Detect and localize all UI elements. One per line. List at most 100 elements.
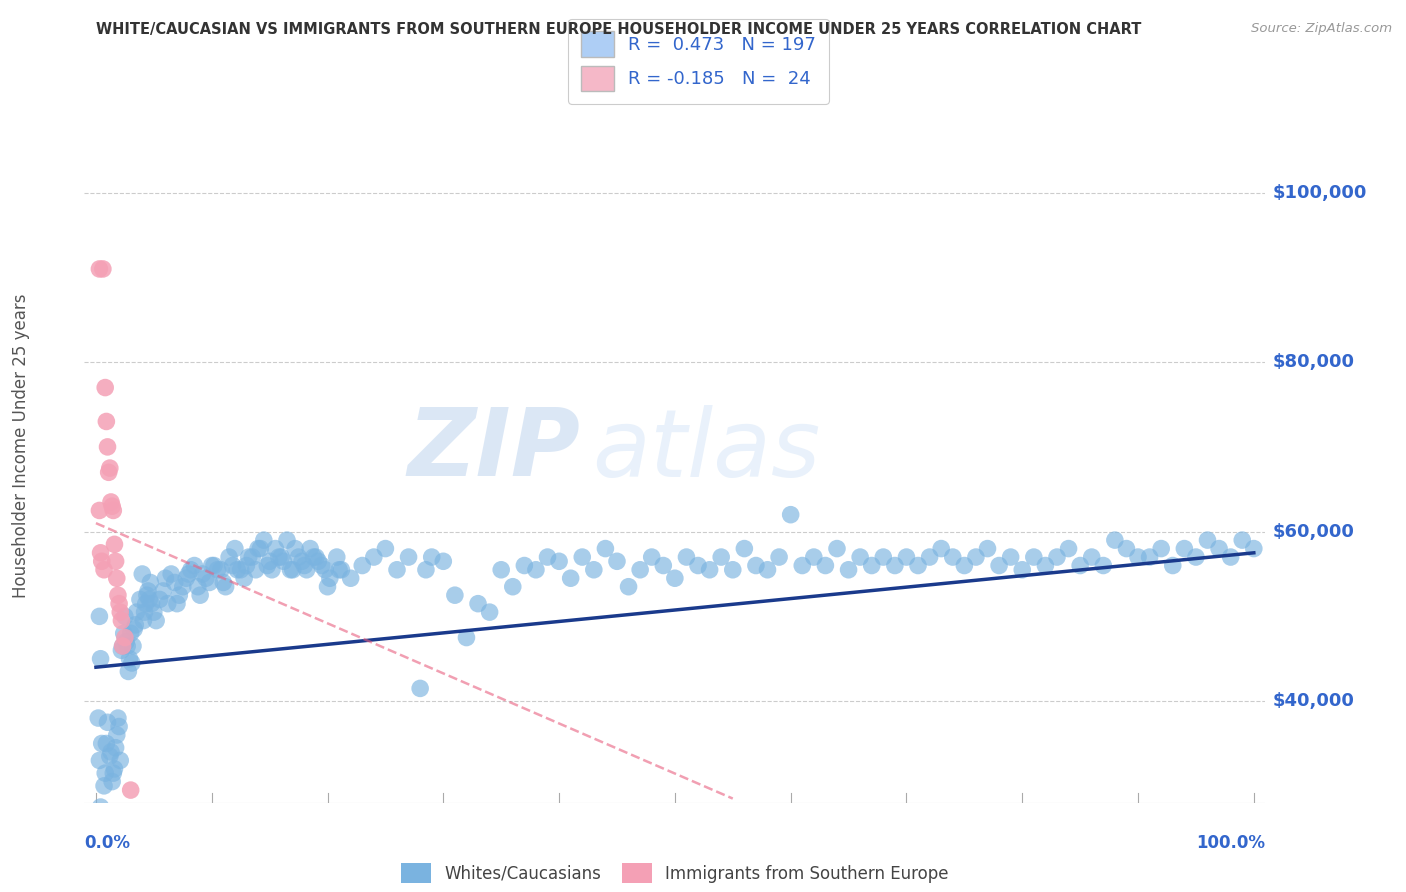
Point — [122, 639, 145, 653]
Point — [233, 571, 256, 585]
Point — [214, 580, 236, 594]
Point — [273, 554, 295, 568]
Point — [187, 580, 209, 594]
Point — [1139, 549, 1161, 565]
Point — [270, 549, 292, 565]
Point — [699, 563, 721, 577]
Point — [1126, 549, 1149, 565]
Point — [180, 563, 202, 577]
Point — [502, 580, 524, 594]
Point — [245, 563, 267, 577]
Point — [108, 719, 131, 733]
Point — [571, 549, 593, 565]
Point — [207, 563, 229, 577]
Point — [90, 554, 112, 568]
Text: 100.0%: 100.0% — [1197, 834, 1265, 852]
Point — [374, 541, 396, 556]
Point — [942, 549, 965, 565]
Point — [1115, 541, 1137, 556]
Point — [1035, 558, 1057, 573]
Point — [883, 558, 905, 573]
Point — [281, 563, 304, 577]
Point — [733, 541, 755, 556]
Point — [100, 745, 122, 759]
Point — [93, 779, 115, 793]
Point — [104, 554, 127, 568]
Point — [101, 499, 124, 513]
Point — [1080, 549, 1102, 565]
Point — [169, 588, 191, 602]
Point — [138, 592, 160, 607]
Point — [134, 605, 156, 619]
Point — [1243, 541, 1265, 556]
Point — [792, 558, 814, 573]
Point — [825, 541, 848, 556]
Point — [142, 605, 165, 619]
Point — [965, 549, 987, 565]
Point — [115, 635, 138, 649]
Point — [98, 749, 121, 764]
Point — [198, 575, 221, 590]
Point — [872, 549, 894, 565]
Point — [710, 549, 733, 565]
Point — [91, 262, 114, 277]
Point — [548, 554, 571, 568]
Point — [89, 609, 111, 624]
Point — [988, 558, 1011, 573]
Point — [860, 558, 883, 573]
Text: WHITE/CAUCASIAN VS IMMIGRANTS FROM SOUTHERN EUROPE HOUSEHOLDER INCOME UNDER 25 Y: WHITE/CAUCASIAN VS IMMIGRANTS FROM SOUTH… — [96, 22, 1142, 37]
Point — [89, 262, 111, 277]
Point — [93, 563, 115, 577]
Point — [202, 558, 225, 573]
Point — [155, 571, 177, 585]
Point — [686, 558, 709, 573]
Point — [163, 575, 186, 590]
Point — [105, 728, 128, 742]
Point — [641, 549, 664, 565]
Point — [1092, 558, 1115, 573]
Point — [976, 541, 998, 556]
Text: Source: ZipAtlas.com: Source: ZipAtlas.com — [1251, 22, 1392, 36]
Point — [385, 563, 408, 577]
Point — [97, 466, 120, 480]
Point — [259, 554, 281, 568]
Point — [107, 588, 129, 602]
Point — [314, 563, 336, 577]
Point — [1232, 533, 1254, 547]
Text: atlas: atlas — [592, 405, 821, 496]
Point — [194, 571, 217, 585]
Point — [191, 567, 214, 582]
Text: $60,000: $60,000 — [1272, 523, 1354, 541]
Point — [145, 614, 167, 628]
Point — [132, 614, 155, 628]
Point — [838, 563, 860, 577]
Point — [110, 614, 132, 628]
Point — [256, 558, 278, 573]
Point — [953, 558, 976, 573]
Point — [398, 549, 420, 565]
Point — [141, 597, 163, 611]
Point — [201, 558, 224, 573]
Text: $40,000: $40,000 — [1272, 692, 1354, 710]
Point — [249, 541, 271, 556]
Point — [456, 631, 478, 645]
Point — [172, 580, 194, 594]
Point — [779, 508, 801, 522]
Point — [291, 554, 314, 568]
Point — [311, 558, 333, 573]
Point — [90, 800, 112, 814]
Point — [96, 715, 118, 730]
Point — [129, 592, 152, 607]
Point — [768, 549, 790, 565]
Point — [115, 639, 138, 653]
Point — [363, 549, 385, 565]
Point — [166, 597, 188, 611]
Point — [302, 549, 325, 565]
Point — [90, 651, 112, 665]
Point — [326, 549, 349, 565]
Point — [101, 774, 124, 789]
Point — [209, 563, 232, 577]
Point — [103, 762, 125, 776]
Point — [432, 554, 454, 568]
Point — [276, 533, 298, 547]
